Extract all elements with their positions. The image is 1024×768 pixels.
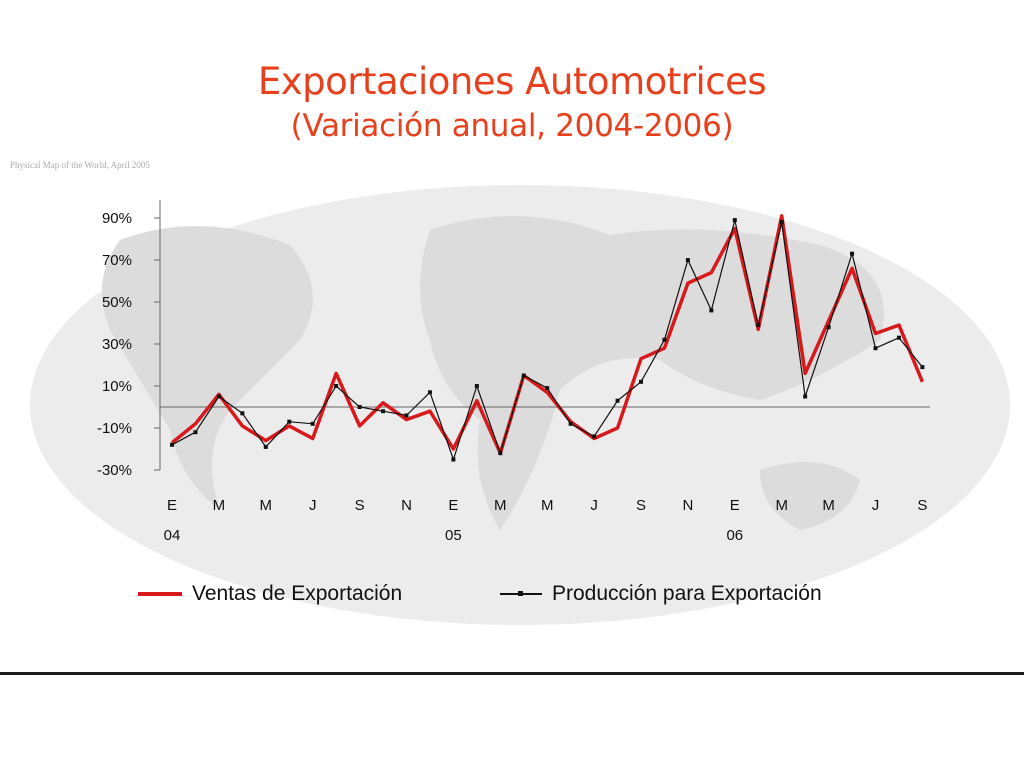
- x-tick-label: M: [494, 497, 507, 514]
- data-point-produccion: [685, 258, 690, 262]
- data-point-produccion: [709, 308, 714, 313]
- x-tick-label: N: [682, 497, 693, 514]
- data-point-produccion: [474, 384, 479, 388]
- data-point-produccion: [896, 335, 901, 340]
- y-tick-label: -30%: [97, 462, 132, 479]
- data-point-produccion: [732, 218, 737, 223]
- x-tick-label: J: [872, 497, 880, 514]
- data-point-produccion: [170, 442, 174, 447]
- data-point-produccion: [427, 390, 432, 395]
- x-tick-label: N: [401, 497, 412, 514]
- data-point-produccion: [615, 398, 620, 403]
- data-point-produccion: [404, 413, 409, 418]
- x-tick-label: M: [541, 497, 554, 514]
- map-caption: Physical Map of the World, April 2005: [10, 160, 150, 170]
- data-point-produccion: [451, 457, 456, 462]
- year-label: 06: [726, 527, 743, 544]
- x-tick-label: J: [590, 497, 598, 514]
- y-tick-label: 10%: [102, 378, 132, 395]
- data-point-produccion: [803, 394, 808, 399]
- x-tick-label: M: [260, 497, 273, 514]
- data-point-produccion: [334, 384, 339, 388]
- y-tick-label: -10%: [97, 420, 132, 437]
- data-point-produccion: [779, 220, 784, 225]
- x-tick-label: S: [355, 497, 365, 514]
- legend-item-produccion: Producción para Exportación: [500, 582, 822, 606]
- data-point-produccion: [381, 409, 386, 414]
- data-point-produccion: [240, 411, 245, 416]
- data-point-produccion: [826, 325, 831, 330]
- data-point-produccion: [263, 444, 268, 449]
- series-line-produccion: [171, 219, 923, 462]
- x-tick-label: J: [309, 497, 317, 514]
- series-layer: [170, 214, 925, 462]
- chart-subtitle: (Variación anual, 2004-2006): [290, 108, 734, 144]
- legend-label-ventas: Ventas de Exportación: [192, 582, 403, 605]
- data-point-produccion: [639, 379, 643, 384]
- data-point-produccion: [850, 251, 855, 256]
- y-tick-label: 30%: [102, 336, 132, 353]
- legend-item-ventas: Ventas de Exportación: [138, 582, 402, 606]
- data-point-produccion: [357, 405, 362, 409]
- chart-title: Exportaciones Automotrices: [257, 60, 767, 103]
- x-tick-label: S: [917, 497, 927, 514]
- data-point-produccion: [216, 394, 221, 399]
- x-tick-label: E: [730, 497, 740, 514]
- data-point-produccion: [310, 421, 315, 426]
- legend-label-produccion: Producción para Exportación: [552, 582, 822, 605]
- x-tick-label: M: [822, 497, 835, 514]
- data-point-produccion: [498, 451, 503, 456]
- x-tick-label: E: [448, 497, 458, 514]
- data-point-produccion: [756, 323, 761, 328]
- data-point-produccion: [545, 386, 550, 391]
- series-line-ventas: [170, 214, 925, 455]
- data-point-produccion: [521, 373, 526, 378]
- y-axis: 90% 70% 50% 30% 10% -10% -30%: [97, 200, 930, 479]
- x-tick-label: E: [167, 497, 177, 514]
- legend-swatch-produccion: [500, 591, 542, 596]
- year-label: 05: [445, 527, 462, 544]
- data-point-produccion: [568, 421, 573, 426]
- x-axis: E M M J S N E M M J S N E M M J S 04 05 06: [164, 497, 928, 544]
- data-point-produccion: [592, 434, 597, 439]
- footer-rule: [0, 672, 1024, 675]
- x-tick-label: S: [636, 497, 646, 514]
- x-tick-label: M: [213, 497, 226, 514]
- legend-swatch-ventas: [138, 592, 182, 596]
- data-point-produccion: [287, 419, 292, 424]
- data-point-produccion: [193, 430, 198, 435]
- y-tick-label: 70%: [102, 252, 132, 269]
- y-tick-label: 90%: [102, 210, 132, 227]
- x-tick-label: M: [775, 497, 788, 514]
- continent-shapes: [102, 216, 884, 530]
- y-tick-label: 50%: [102, 294, 132, 311]
- year-label: 04: [164, 527, 181, 544]
- data-point-produccion: [873, 346, 878, 351]
- data-point-produccion: [920, 365, 925, 370]
- data-point-produccion: [662, 337, 667, 342]
